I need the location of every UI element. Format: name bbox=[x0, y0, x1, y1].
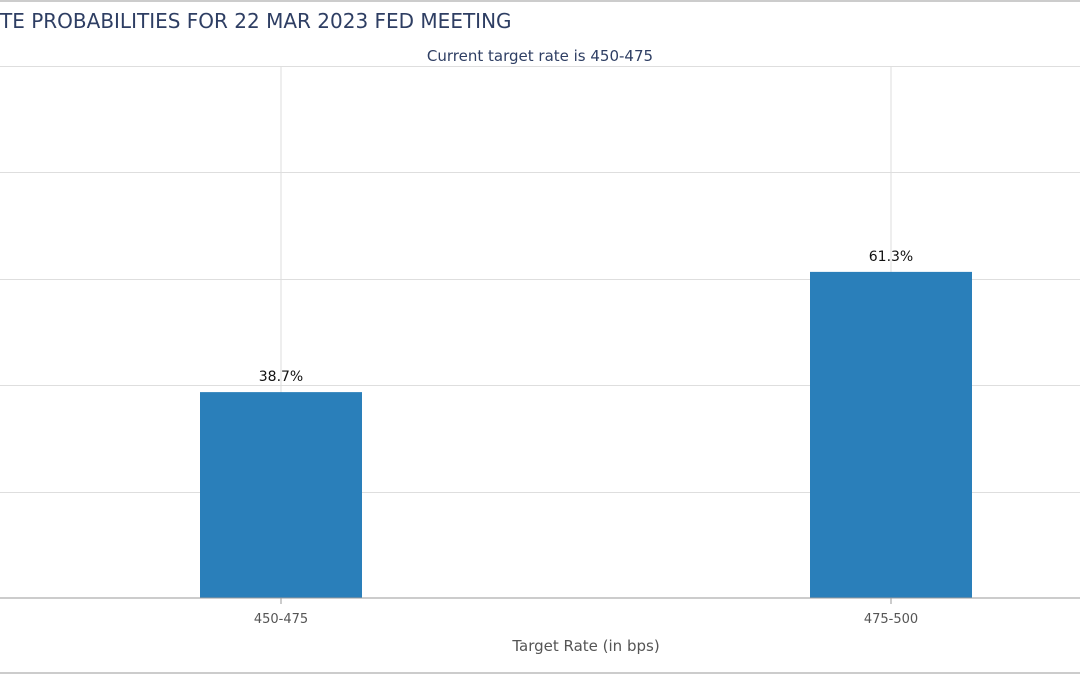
bar-475-500[interactable] bbox=[810, 271, 972, 598]
x-tick-label-475-500: 475-500 bbox=[864, 612, 918, 627]
chart-subtitle: Current target rate is 450-475 bbox=[427, 47, 653, 65]
x-tick-label-450-475: 450-475 bbox=[254, 612, 308, 627]
chart-title: TE PROBABILITIES FOR 22 MAR 2023 FED MEE… bbox=[0, 9, 512, 33]
label-layer: 38.7% 450-475 61.3% 475-500 bbox=[254, 249, 918, 627]
bar-layer bbox=[200, 271, 972, 598]
bar-450-475[interactable] bbox=[200, 392, 362, 598]
grid-layer bbox=[0, 66, 1080, 598]
data-label-475-500: 61.3% bbox=[869, 249, 913, 265]
data-label-450-475: 38.7% bbox=[259, 369, 303, 385]
x-axis-title: Target Rate (in bps) bbox=[511, 637, 659, 655]
